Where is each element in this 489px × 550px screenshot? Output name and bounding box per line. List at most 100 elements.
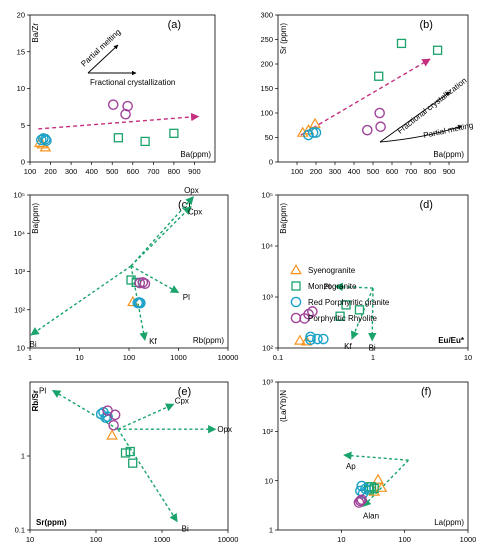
y-tick-label: 10 [265,476,273,485]
x-tick-label: 10000 [218,353,239,362]
x-tick-label: 10 [337,535,345,544]
data-point-circle [353,497,365,508]
y-tick-label: 10⁴ [261,242,273,251]
x-tick-label: 100 [398,535,411,544]
vector-bi [117,428,178,523]
panel-label: (f) [421,386,431,398]
panel-label: (d) [419,199,432,211]
x-tick-label: 500 [367,167,380,176]
x-axis-label: Eu/Eu* [438,336,465,345]
x-axis-label: Ba(ppm) [433,150,464,159]
vector-label-kf: Kf [344,342,352,351]
y-axis-label: (La/Yb)N [279,390,288,422]
vector-label-alan: Alan [363,511,379,520]
x-tick-label: 100 [24,167,37,176]
panel-f: 10 100 1000 1 10 10² 10³ (f) La(ppm) (La/Yb)N Ap Al… [262,378,476,544]
y-tick-label: 50 [265,133,273,142]
y-tick-label: 300 [260,11,273,20]
panel-label: (b) [419,19,432,31]
data-point-square [128,458,138,468]
x-tick-label: 200 [44,167,57,176]
legend-marker [290,263,302,275]
data-point-square [366,482,377,492]
data-point-circle [355,495,366,507]
panel-b: 100 200 300 400 500 600 700 800 900 0 50 100 150 200 2… [260,11,474,176]
data-point-square [374,71,384,81]
x-tick-label: 800 [168,167,181,176]
data-point-circle [122,100,133,112]
vector-label-opx: Opx [184,186,199,195]
x-tick-label: 10 [75,353,83,362]
x-axis-label: Rb(ppm) [193,336,224,345]
data-point-circle [135,297,146,309]
data-point-circle [307,127,319,138]
vector-cpx [117,403,175,430]
data-point-circle [108,419,119,431]
x-tick-label: 200 [310,167,323,176]
y-tick-label: 10² [262,344,273,353]
vector-label-opx: Opx [217,425,232,434]
data-point-circle [109,409,121,421]
y-tick-label: 10⁵ [14,191,25,200]
plot-frame [277,381,469,531]
data-point-square [432,45,443,55]
x-tick-label: 900 [443,167,456,176]
y-tick-label: 1 [21,452,25,461]
y-axis-label: Ba(ppm) [279,203,288,234]
data-point-circle [305,334,316,346]
vector-bi [30,265,132,336]
data-point-circle [307,306,318,317]
data-point-circle [318,333,329,345]
data-point-circle [137,277,149,288]
data-point-circle [361,124,373,136]
y-tick-label: 200 [260,60,273,69]
x-tick-label: 10000 [218,535,239,544]
vector-opx [130,196,194,267]
data-point-square [113,133,124,143]
x-tick-label: 100 [90,535,103,544]
data-point-circle [357,488,369,499]
vector-label-bi: Bi [29,340,36,349]
x-tick-label: 100 [123,353,136,362]
x-tick-label: 800 [424,167,437,176]
vector-label-bi: Bi [182,525,189,534]
x-tick-label: 300 [65,167,78,176]
data-point-circle [107,99,119,110]
trend-arrow [38,112,200,130]
x-tick-label: 1000 [460,535,477,544]
data-point-triangle [372,473,384,484]
vector-label-kf: Kf [149,337,157,346]
data-point-square [354,305,365,315]
legend: Syenogranite Monzogranite Red Porphyritic … [290,263,390,324]
y-tick-label: 10 [17,84,25,93]
x-tick-label: 100 [291,167,304,176]
data-point-circle [305,331,316,343]
legend-label: Monzogranite [308,282,357,291]
vector-pl [130,265,180,294]
x-tick-label: 10 [464,353,472,362]
data-point-square [341,300,351,310]
data-point-circle [375,121,386,133]
x-axis-label: Sr(ppm) [36,518,67,527]
y-tick-label: 10³ [14,267,25,276]
data-point-square [120,448,131,458]
data-point-circle [356,494,368,506]
partial-melting-arrow [379,125,463,143]
data-point-circle [374,107,385,119]
x-tick-label: 900 [188,167,201,176]
data-point-circle [120,108,131,120]
y-tick-label: 0 [21,158,25,167]
data-point-square [335,311,345,321]
x-axis-label: La(ppm) [434,518,464,527]
x-tick-label: 1 [28,353,32,362]
x-tick-label: 1 [371,353,375,362]
x-tick-label: 500 [106,167,119,176]
data-point-square [126,275,136,285]
vector-label-cpx: Cpx [175,397,189,406]
fractional-crystallization-arrow [379,91,451,143]
annotation-partial-melting: Partial melting [79,27,122,68]
y-tick-label: 10² [14,305,25,314]
data-point-circle [41,135,52,146]
x-tick-label: 600 [386,167,399,176]
